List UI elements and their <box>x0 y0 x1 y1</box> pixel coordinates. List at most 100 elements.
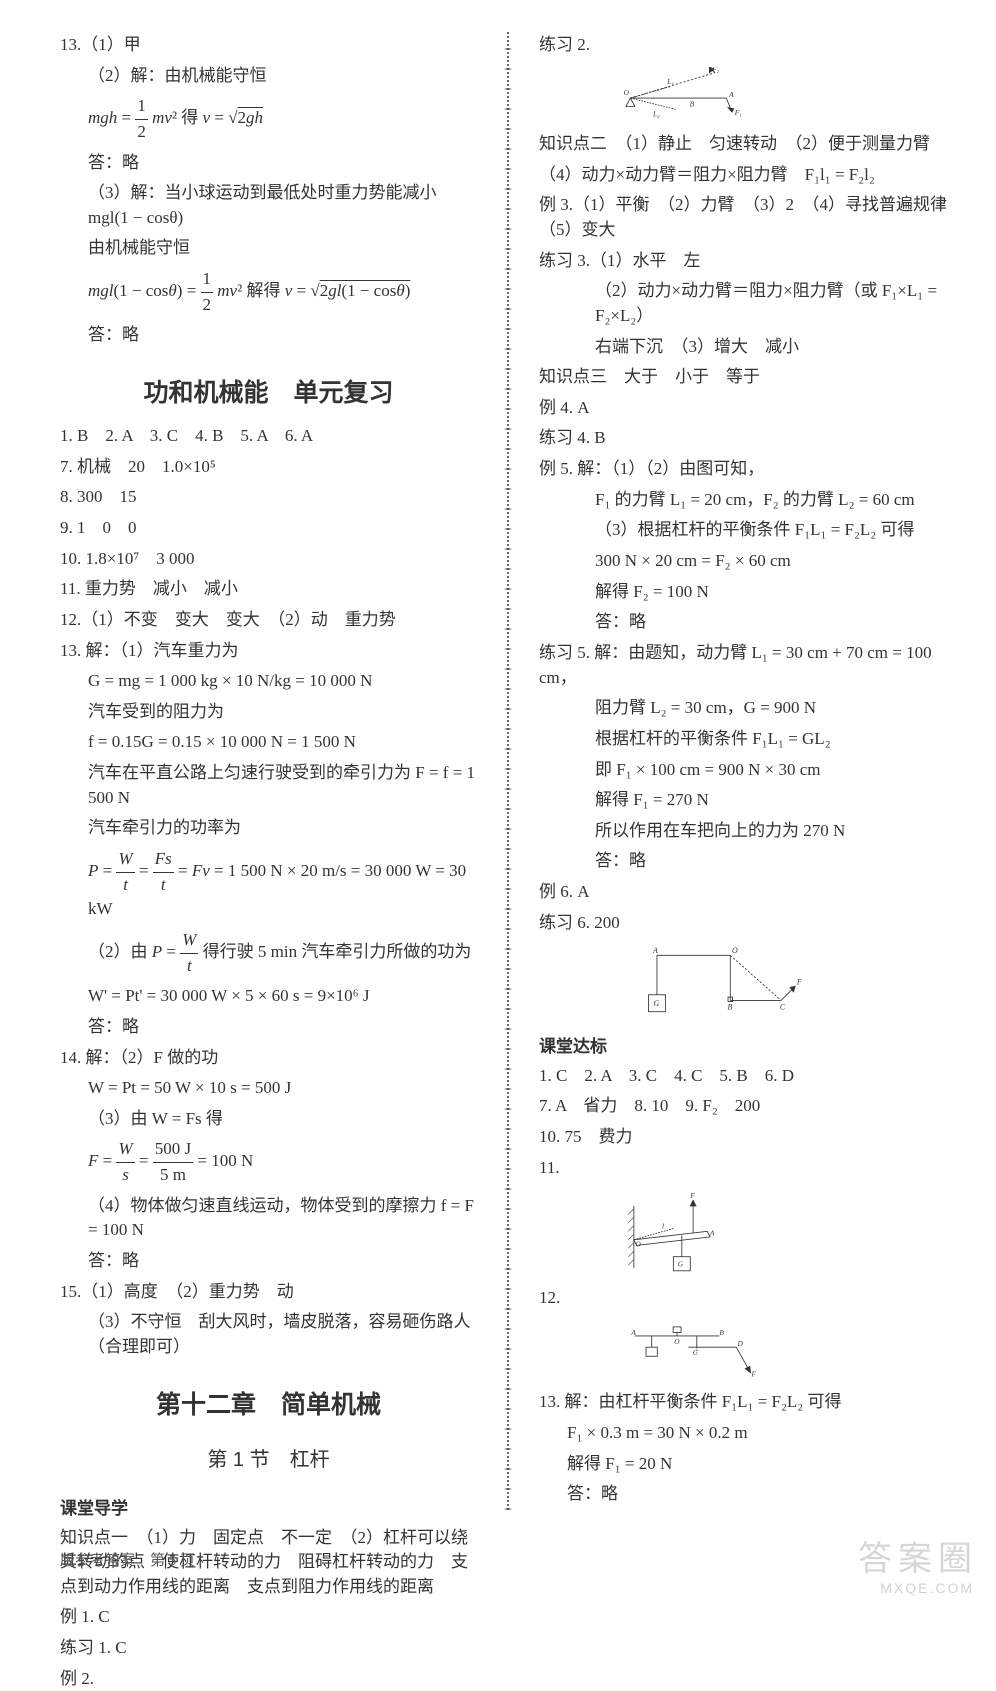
lever-diagram-pr2: O A B F₂ F₁ L₁ L₂ <box>569 67 799 123</box>
text-line: 答：略 <box>539 610 956 635</box>
svg-text:O: O <box>732 946 738 955</box>
svg-text:A: A <box>630 1328 636 1337</box>
unit-title: 功和机械能 单元复习 <box>60 373 477 409</box>
text-line: 10. 1.8×10⁷ 3 000 <box>60 547 477 572</box>
text-line: 7. 机械 20 1.0×10⁵ <box>60 455 477 480</box>
svg-text:L₁: L₁ <box>666 77 674 86</box>
svg-text:D: D <box>736 1339 743 1348</box>
svg-text:F₁: F₁ <box>734 108 742 117</box>
text-line: 10. 75 费力 <box>539 1125 956 1150</box>
svg-text:G: G <box>678 1260 684 1269</box>
text-line: 14. 解：（2）F 做的功 <box>60 1046 477 1071</box>
svg-text:O: O <box>674 1337 680 1346</box>
text-line: 解得 F₂ = 100 N <box>539 580 956 605</box>
text-line: （2）动力×动力臂＝阻力×阻力臂（或 F₁×L₁ = F₂×L₂） <box>539 279 956 328</box>
formula: mgh = 12 mv² 得 v = √2gh <box>60 94 477 144</box>
text-line: （2）解：由机械能守恒 <box>60 64 477 89</box>
text-line: 所以作用在车把向上的力为 270 N <box>539 819 956 844</box>
svg-text:F: F <box>689 1191 695 1200</box>
text-line: 答：略 <box>60 151 477 176</box>
formula: mgl(1 − cosθ) = 12 mv² 解得 v = √2gl(1 − c… <box>60 267 477 317</box>
svg-text:F: F <box>796 978 802 987</box>
text-line: 8. 300 15 <box>60 485 477 510</box>
text-line: 答：略 <box>60 1015 477 1040</box>
page-footer: 版参考答案 第 5 页 <box>60 1549 195 1570</box>
section-label: 课堂导学 <box>60 1494 477 1519</box>
lever-diagram-db12: A O B C D F <box>569 1319 819 1381</box>
svg-text:A: A <box>709 1229 715 1238</box>
text-line: 例 5. 解：（1）（2）由图可知， <box>539 457 956 482</box>
text-line: 知识点三 大于 小于 等于 <box>539 365 956 390</box>
svg-text:F: F <box>751 1370 757 1379</box>
formula: （2）由 P = Wt 得行驶 5 min 汽车牵引力所做的功为 <box>60 928 477 978</box>
svg-text:G: G <box>654 999 660 1008</box>
text-line: 11. <box>539 1156 956 1181</box>
section-title: 第 1 节 杠杆 <box>60 1443 477 1472</box>
text-line: 汽车在平直公路上匀速行驶受到的牵引力为 F = f = 1 500 N <box>60 761 477 810</box>
text-line: 由机械能守恒 <box>60 236 477 261</box>
text-line: 9. 1 0 0 <box>60 516 477 541</box>
text-line: 解得 F₁ = 270 N <box>539 788 956 813</box>
text-line: 汽车牵引力的功率为 <box>60 816 477 841</box>
text-line: 例 6. A <box>539 880 956 905</box>
text-line: 13.（1）甲 <box>60 33 477 58</box>
text-line: 即 F₁ × 100 cm = 900 N × 30 cm <box>539 758 956 783</box>
text-line: 答：略 <box>60 323 477 348</box>
text-line: F₁ 的力臂 L₁ = 20 cm，F₂ 的力臂 L₂ = 60 cm <box>539 488 956 513</box>
text-line: 例 4. A <box>539 396 956 421</box>
text-line: （3）由 W = Fs 得 <box>60 1107 477 1132</box>
watermark-text: 答案圈 <box>858 1531 978 1580</box>
formula: F = Ws = 500 J5 m = 100 N <box>60 1137 477 1187</box>
svg-text:O: O <box>624 88 630 97</box>
text-line: 7. A 省力 8. 10 9. F₂ 200 <box>539 1094 956 1119</box>
text-line: 例 1. C <box>60 1605 477 1630</box>
text-line: 15.（1）高度 （2）重力势 动 <box>60 1280 477 1305</box>
text-line: 例 3.（1）平衡 （2）力臂 （3）2 （4）寻找普遍规律 （5）变大 <box>539 193 956 242</box>
svg-text:C: C <box>693 1348 698 1357</box>
svg-text:F₂: F₂ <box>711 67 719 74</box>
text-line: 300 N × 20 cm = F₂ × 60 cm <box>539 549 956 574</box>
watermark-url: MXQE.COM <box>880 1580 974 1596</box>
svg-text:A: A <box>652 946 658 955</box>
text-line: 练习 4. B <box>539 426 956 451</box>
page-columns: 13.（1）甲 （2）解：由机械能守恒 mgh = 12 mv² 得 v = √… <box>60 30 956 1510</box>
text-line: 答：略 <box>60 1249 477 1274</box>
text-line: 答：略 <box>539 1482 956 1507</box>
text-line: 11. 重力势 减小 减小 <box>60 577 477 602</box>
right-column: 练习 2. O A B F₂ F₁ L₁ L₂ 知识点二 （1）静止 匀速转动 … <box>529 30 956 1510</box>
text-line: 右端下沉 （3）增大 减小 <box>539 335 956 360</box>
text-line: （3）解：当小球运动到最低处时重力势能减小 mgl(1 − cosθ) <box>60 181 477 230</box>
chapter-title: 第十二章 简单机械 <box>60 1385 477 1421</box>
text-line: F₁ × 0.3 m = 30 N × 0.2 m <box>539 1421 956 1446</box>
svg-text:B: B <box>727 1003 732 1012</box>
svg-text:O: O <box>636 1240 642 1249</box>
column-divider <box>507 30 509 1510</box>
text-line: 练习 3.（1）水平 左 <box>539 249 956 274</box>
lever-diagram-db11: O A l F G <box>569 1189 789 1276</box>
text-line: 1. C 2. A 3. C 4. C 5. B 6. D <box>539 1064 956 1089</box>
text-line: （3）根据杠杆的平衡条件 F₁L₁ = F₂L₂ 可得 <box>539 518 956 543</box>
text-line: 12.（1）不变 变大 变大 （2）动 重力势 <box>60 608 477 633</box>
svg-text:L₂: L₂ <box>652 109 660 118</box>
formula: P = Wt = Fst = Fv = 1 500 N × 20 m/s = 3… <box>60 847 477 922</box>
text-line: G = mg = 1 000 kg × 10 N/kg = 10 000 N <box>60 669 477 694</box>
left-column: 13.（1）甲 （2）解：由机械能守恒 mgh = 12 mv² 得 v = √… <box>60 30 487 1510</box>
text-line: W = Pt = 50 W × 10 s = 500 J <box>60 1076 477 1101</box>
text-line: （3）不守恒 刮大风时，墙皮脱落，容易砸伤路人（合理即可） <box>60 1310 477 1359</box>
text-line: 汽车受到的阻力为 <box>60 700 477 725</box>
text-line: 练习 2. <box>539 33 956 58</box>
svg-text:A: A <box>728 90 734 99</box>
text-line: 解得 F₁ = 20 N <box>539 1452 956 1477</box>
text-line: 12. <box>539 1286 956 1311</box>
text-line: 练习 5. 解：由题知，动力臂 L₁ = 30 cm + 70 cm = 100… <box>539 641 956 690</box>
svg-text:C: C <box>780 1003 786 1012</box>
svg-text:B: B <box>719 1328 724 1337</box>
text-line: 答：略 <box>539 849 956 874</box>
text-line: 13. 解：（1）汽车重力为 <box>60 639 477 664</box>
text-line: 练习 1. C <box>60 1636 477 1661</box>
text-line: 阻力臂 L₂ = 30 cm，G = 900 N <box>539 696 956 721</box>
svg-text:B: B <box>690 99 695 108</box>
lever-diagram-pr6: A O B C F G <box>569 944 869 1017</box>
text-line: W' = Pt' = 30 000 W × 5 × 60 s = 9×10⁶ J <box>60 984 477 1009</box>
text-line: （4）动力×动力臂＝阻力×阻力臂 F₁l₁ = F₂l₂ <box>539 163 956 188</box>
